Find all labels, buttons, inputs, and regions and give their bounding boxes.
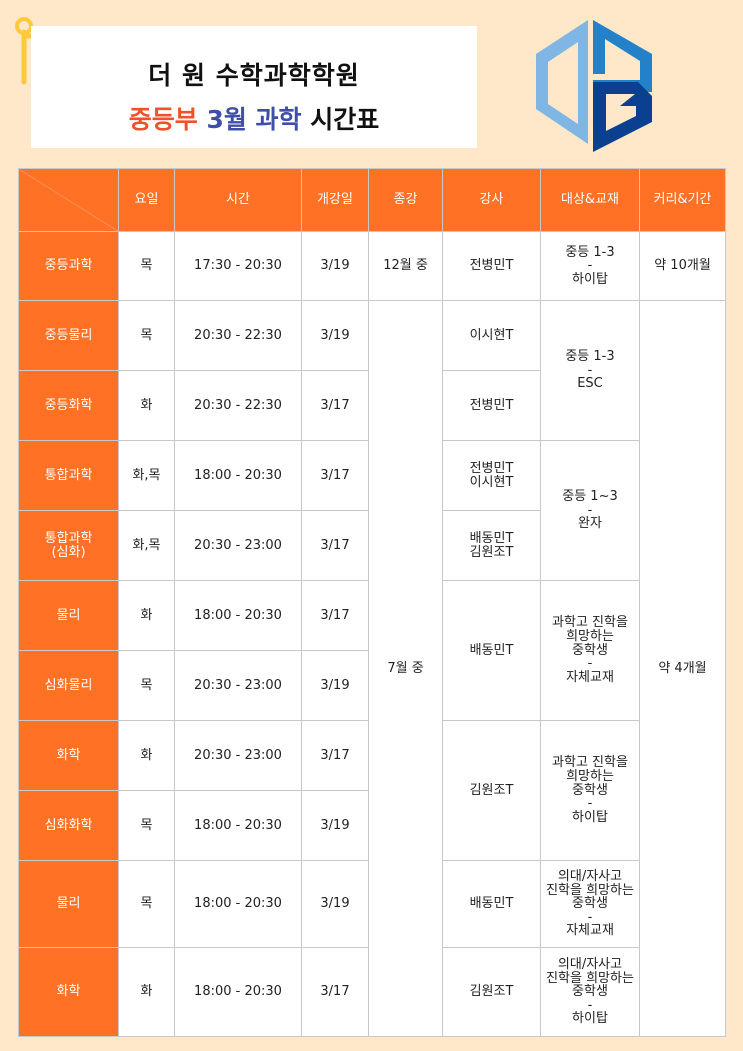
column-header: 커리&기간 — [639, 168, 726, 232]
cell-subject: 물리 — [18, 580, 119, 651]
table-row: 중등화학 화 20:30 - 22:30 3/17 전병민T — [18, 370, 726, 441]
cell-start: 3/17 — [301, 947, 369, 1037]
corner-cell — [18, 168, 119, 232]
logo-icon — [536, 20, 652, 152]
cell-target: 의대/자사고 진학을 희망하는 중학생 - 자체교재 — [540, 860, 640, 948]
cell-day: 화 — [118, 720, 175, 791]
column-header: 시간 — [174, 168, 302, 232]
cell-end: 12월 중 — [368, 231, 443, 301]
cell-target: 과학고 진학을 희망하는 중학생 - 자체교재 — [540, 580, 640, 721]
cell-start: 3/19 — [301, 650, 369, 721]
cell-time: 20:30 - 22:30 — [174, 370, 302, 441]
table-row: 중등과학 목 17:30 - 20:30 3/19 12월 중 전병민T 중등 1-3 - … — [18, 231, 726, 301]
cell-day: 목 — [118, 231, 175, 301]
cell-start: 3/19 — [301, 860, 369, 948]
cell-start: 3/19 — [301, 790, 369, 861]
schedule-title: 중등부 3월 과학 시간표 — [31, 100, 477, 136]
cell-target: 의대/자사고 진학을 희망하는 중학생 - 하이탑 — [540, 947, 640, 1037]
cell-target: 과학고 진학을 희망하는 중학생 - 하이탑 — [540, 720, 640, 861]
cell-subject: 중등과학 — [18, 231, 119, 301]
cell-start: 3/17 — [301, 580, 369, 651]
cell-time: 18:00 - 20:30 — [174, 947, 302, 1037]
cell-subject: 화학 — [18, 720, 119, 791]
cell-day: 화 — [118, 370, 175, 441]
cell-target: 중등 1-3 - 하이탑 — [540, 231, 640, 301]
table-row: 화학 화 18:00 - 20:30 3/17 김원조T 의대/자사고 진학을 희망하는 … — [18, 947, 726, 1037]
cell-subject: 통합과학 — [18, 440, 119, 511]
cell-teacher: 배동민T — [442, 580, 541, 721]
column-header: 요일 — [118, 168, 175, 232]
cell-end: 7월 중 — [368, 300, 443, 1037]
table-row: 심화화학 목 18:00 - 20:30 3/19 — [18, 790, 726, 861]
cell-time: 20:30 - 23:00 — [174, 650, 302, 721]
header-row: 요일 시간 개강일 종강 강사 대상&교재 커리&기간 — [18, 168, 726, 232]
academy-name: 더 원 수학과학학원 — [148, 61, 360, 90]
cell-teacher: 배동민T — [442, 860, 541, 948]
cell-time: 20:30 - 23:00 — [174, 720, 302, 791]
table-row: 화학 화 20:30 - 23:00 3/17 김원조T 과학고 진학을 희망하는 중학생… — [18, 720, 726, 861]
cell-time: 18:00 - 20:30 — [174, 790, 302, 861]
cell-start: 3/17 — [301, 510, 369, 581]
cell-day: 화,목 — [118, 440, 175, 511]
schedule-table: 요일 시간 개강일 종강 강사 대상&교재 커리&기간 중등과학 목 17:30 - 20:30… — [18, 168, 726, 1037]
table-row: 물리 화 18:00 - 20:30 3/17 배동민T 과학고 진학을 희망하는 중학생… — [18, 580, 726, 721]
cell-day: 목 — [118, 650, 175, 721]
column-header: 대상&교재 — [540, 168, 640, 232]
cell-day: 목 — [118, 790, 175, 861]
cell-time: 20:30 - 23:00 — [174, 510, 302, 581]
cell-start: 3/17 — [301, 370, 369, 441]
cell-subject: 화학 — [18, 947, 119, 1037]
cell-start: 3/19 — [301, 300, 369, 371]
cell-subject: 물리 — [18, 860, 119, 948]
cell-subject: 중등물리 — [18, 300, 119, 371]
cell-day: 목 — [118, 300, 175, 371]
cell-start: 3/19 — [301, 231, 369, 301]
cell-time: 20:30 - 22:30 — [174, 300, 302, 371]
table-row: 심화물리 목 20:30 - 23:00 3/19 — [18, 650, 726, 721]
cell-target: 중등 1~3 - 완자 — [540, 440, 640, 581]
table-row: 통합과학 (심화) 화,목 20:30 - 23:00 3/17 배동민T 김원조T — [18, 510, 726, 581]
column-header: 강사 — [442, 168, 541, 232]
cell-teacher: 김원조T — [442, 720, 541, 861]
cell-duration: 약 4개월 — [639, 300, 726, 1037]
table-row: 중등물리 목 20:30 - 22:30 3/19 7월 중 이시현T 중등 1-3 - E… — [18, 300, 726, 1037]
table-row: 물리 목 18:00 - 20:30 3/19 배동민T 의대/자사고 진학을 희망하는 … — [18, 860, 726, 948]
table-row: 통합과학 화,목 18:00 - 20:30 3/17 전병민T 이시현T 중등 1~3 … — [18, 440, 726, 581]
cell-duration: 약 10개월 — [639, 231, 726, 301]
cell-time: 18:00 - 20:30 — [174, 860, 302, 948]
column-header: 개강일 — [301, 168, 369, 232]
cell-teacher: 전병민T — [442, 231, 541, 301]
cell-teacher: 전병민T 이시현T — [442, 440, 541, 511]
cell-target: 중등 1-3 - ESC — [540, 300, 640, 441]
column-header: 종강 — [368, 168, 443, 232]
cell-subject: 심화화학 — [18, 790, 119, 861]
cell-day: 화 — [118, 947, 175, 1037]
cell-time: 18:00 - 20:30 — [174, 440, 302, 511]
cell-day: 화 — [118, 580, 175, 651]
cell-day: 목 — [118, 860, 175, 948]
cell-time: 17:30 - 20:30 — [174, 231, 302, 301]
cell-teacher: 배동민T 김원조T — [442, 510, 541, 581]
cell-time: 18:00 - 20:30 — [174, 580, 302, 651]
cell-subject: 중등화학 — [18, 370, 119, 441]
cell-teacher: 김원조T — [442, 947, 541, 1037]
cell-teacher: 이시현T — [442, 300, 541, 371]
cell-subject: 심화물리 — [18, 650, 119, 721]
title-month-subject: 3월 과학 — [206, 105, 302, 134]
cell-subject: 통합과학 (심화) — [18, 510, 119, 581]
title-box: 더 원 수학과학학원 중등부 3월 과학 시간표 — [31, 26, 477, 148]
cell-teacher: 전병민T — [442, 370, 541, 441]
cell-start: 3/17 — [301, 720, 369, 791]
cell-day: 화,목 — [118, 510, 175, 581]
title-suffix: 시간표 — [310, 105, 380, 134]
title-division: 중등부 — [128, 105, 198, 134]
cell-start: 3/17 — [301, 440, 369, 511]
